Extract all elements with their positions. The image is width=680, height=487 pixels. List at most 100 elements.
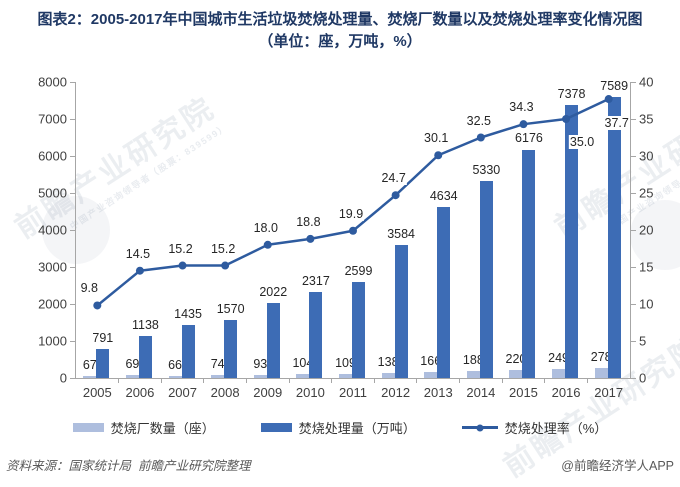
line-marker-icon [178, 261, 187, 270]
bar-label-amount: 4634 [429, 188, 458, 203]
x-axis-label: 2007 [168, 385, 197, 400]
y-axis-tick [70, 81, 76, 83]
x-axis-tick [118, 378, 120, 383]
line-point-label: 30.1 [423, 131, 450, 146]
y-axis-tick [70, 303, 76, 305]
y2-axis-tick [630, 81, 636, 83]
line-marker-icon [349, 226, 357, 235]
bar-plants [381, 372, 395, 378]
bar-plants [83, 375, 97, 378]
y2-axis-tick [630, 340, 636, 342]
y-axis-tick [70, 155, 76, 157]
x-axis-label: 2016 [551, 385, 581, 400]
bar-label-plants: 220 [505, 351, 527, 366]
line-point-label: 19.9 [337, 206, 365, 221]
y-axis-label: 0 [59, 370, 67, 386]
legend-label-amount: 焚烧处理量（万吨） [298, 421, 416, 436]
bar-plants [552, 368, 566, 378]
x-axis-label: 2011 [339, 385, 367, 400]
y-axis-label: 1000 [38, 333, 67, 349]
y-axis-tick [70, 229, 76, 231]
bar-label-plants: 93 [253, 356, 268, 371]
footer: 资料来源：国家统计局 前瞻产业研究院整理 @前瞻经济学人APP [6, 455, 674, 474]
y2-axis-label: 10 [639, 296, 654, 312]
x-axis-tick [373, 378, 375, 383]
bar-amount [522, 149, 536, 378]
chart-title: 图表2：2005-2017年中国城市生活垃圾焚烧处理量、焚烧厂数量以及焚烧处理率… [0, 9, 680, 53]
line-point-label: 37.7 [603, 116, 630, 131]
x-axis-label: 2012 [381, 385, 411, 400]
legend: 焚烧厂数量（座） 焚烧处理量（万吨） 焚烧处理率（%） [0, 418, 680, 437]
bar-amount [96, 348, 110, 378]
legend-item-amount: 焚烧处理量（万吨） [260, 418, 416, 437]
bar-plants [253, 374, 267, 378]
bar-label-amount: 1570 [216, 301, 245, 316]
bar-amount [309, 292, 323, 378]
line-point-label: 35.0 [568, 135, 596, 149]
line-point-label: 24.7 [380, 171, 407, 186]
x-axis-tick [288, 378, 290, 383]
line-point-label: 15.2 [167, 241, 194, 256]
y-axis-label: 3000 [38, 259, 67, 275]
bar-label-amount: 2599 [344, 263, 373, 278]
line-marker-icon [93, 301, 102, 310]
bar-label-plants: 104 [292, 356, 314, 371]
bar-plants [424, 371, 438, 378]
x-axis-label: 2010 [295, 385, 325, 400]
line-marker-icon [221, 261, 230, 270]
y2-axis-label: 5 [639, 333, 647, 349]
line-point-label: 15.2 [209, 241, 237, 256]
line-marker-icon [434, 151, 443, 160]
bar-amount [181, 324, 195, 378]
bar-amount [352, 281, 365, 378]
bar-amount [479, 180, 493, 378]
bar-amount [437, 206, 451, 378]
y2-axis-label: 35 [639, 111, 654, 127]
line-marker-icon [519, 120, 528, 129]
legend-line-swatch [461, 424, 498, 431]
bar-amount [138, 335, 152, 378]
x-axis-tick [416, 378, 418, 383]
y2-axis-tick [630, 192, 636, 194]
y2-axis-label: 40 [639, 74, 654, 90]
y2-axis-tick [630, 303, 636, 305]
y2-axis-label: 15 [639, 259, 654, 275]
line-point-label: 34.3 [508, 100, 535, 115]
line-point-label: 14.5 [124, 246, 152, 261]
y-axis-tick [70, 377, 76, 379]
y2-axis-label: 25 [639, 185, 654, 201]
legend-swatch-amount [260, 423, 292, 432]
line-point-label: 32.5 [465, 113, 493, 128]
bar-label-plants: 188 [462, 353, 484, 368]
line-point-label: 9.8 [79, 281, 99, 296]
y2-axis-label: 30 [639, 148, 654, 164]
bar-label-amount: 5330 [472, 162, 501, 177]
bar-label-amount: 2022 [259, 285, 288, 300]
x-axis-label: 2014 [466, 385, 496, 400]
line-marker-icon [306, 234, 315, 243]
line-point-label: 18.0 [252, 220, 279, 235]
x-axis-tick [245, 378, 247, 383]
bar-amount [394, 245, 408, 378]
x-axis-tick [501, 378, 503, 383]
y-axis-label: 5000 [38, 185, 67, 201]
y-axis-label: 2000 [38, 296, 67, 312]
bar-plants [594, 367, 608, 378]
y-axis-label: 8000 [38, 74, 67, 90]
bar-label-plants: 67 [82, 357, 97, 372]
x-axis-label: 2008 [210, 385, 240, 400]
bar-plants [509, 369, 523, 378]
bar-label-plants: 166 [420, 353, 442, 368]
bar-label-plants: 138 [377, 354, 399, 369]
x-axis-label: 2015 [508, 385, 538, 400]
y-axis-tick [70, 118, 76, 120]
x-axis-tick [586, 378, 588, 383]
line-marker-icon [604, 95, 613, 104]
bar-plants [168, 375, 182, 378]
y-axis-tick [70, 340, 76, 342]
y-axis-label: 7000 [38, 111, 67, 127]
bar-plants [296, 374, 310, 378]
bar-label-amount: 1435 [174, 306, 202, 321]
x-axis-tick [160, 378, 162, 383]
